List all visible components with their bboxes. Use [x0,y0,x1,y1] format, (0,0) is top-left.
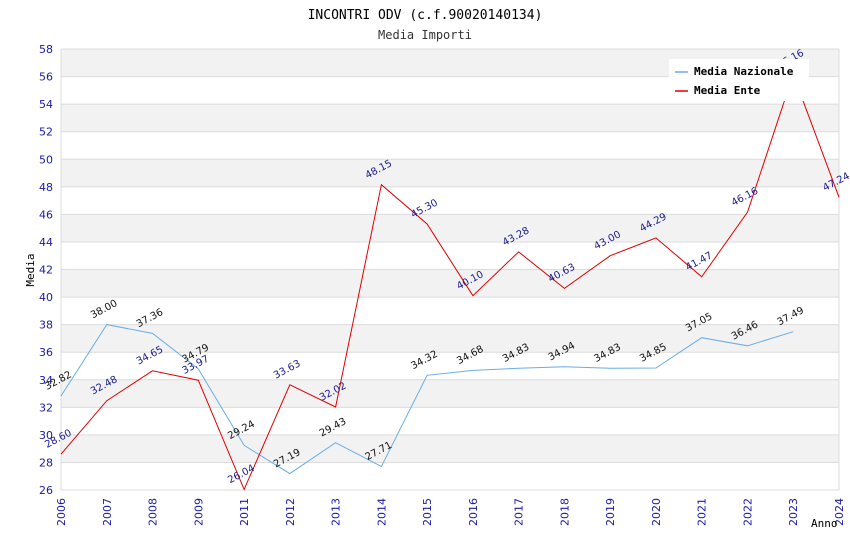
x-tick-label: 2020 [650,498,663,526]
x-axis-ticks: 2006 2007 2008 2009 2011 2012 2013 2014 2015 2016… [55,498,846,526]
y-tick-label: 28 [39,456,53,469]
x-tick-label: 2016 [467,498,480,526]
y-tick-label: 56 [39,71,53,84]
x-tick-label: 2024 [833,498,846,526]
x-tick-label: 2015 [421,498,434,526]
legend-box [669,59,809,101]
legend-label-media-ente: Media Ente [694,84,761,97]
x-tick-label: 2011 [238,498,251,526]
band-40 [61,269,839,298]
x-tick-label: 2009 [192,498,205,526]
y-tick-label: 38 [39,319,53,332]
x-tick-label: 2022 [741,498,754,526]
background-bands [61,49,839,463]
series-line-media-ente [60,72,840,491]
band-28 [61,434,839,463]
y-tick-label: 26 [39,484,53,497]
band-44 [61,214,839,242]
y-axis-ticks: 26 28 30 32 34 36 38 40 42 44 46 48 50 52 54 56 58 [39,43,53,497]
chart-subtitle: Media Importi [378,28,472,42]
y-tick-label: 32 [39,401,53,414]
band-52 [61,104,839,132]
x-tick-label: 2007 [101,498,114,526]
x-tick-label: 2013 [330,498,343,526]
x-axis-label: Anno [811,517,838,530]
y-tick-label: 30 [39,429,53,442]
x-tick-label: 2017 [513,498,526,526]
band-36 [61,324,839,353]
y-tick-label: 42 [39,264,53,277]
y-tick-label: 44 [39,236,53,249]
y-tick-label: 48 [39,181,53,194]
y-axis-label: Media [24,253,37,286]
y-tick-label: 54 [39,98,53,111]
series-line-media-nazionale [60,324,794,475]
x-tick-label: 2019 [604,498,617,526]
band-48 [61,159,839,187]
legend-label-media-nazionale: Media Nazionale [694,65,794,78]
legend: Media Nazionale Media Ente [669,59,809,101]
series-lines [60,72,840,491]
y-tick-label: 58 [39,43,53,56]
x-tick-label: 2006 [55,498,68,526]
y-tick-label: 34 [39,374,53,387]
x-tick-label: 2018 [558,498,571,526]
data-label: 33.63 [272,358,302,381]
chart-title: INCONTRI ODV (c.f.90020140134) [308,8,543,23]
x-tick-label: 2023 [787,498,800,526]
y-tick-label: 52 [39,126,53,139]
band-32 [61,379,839,408]
y-tick-label: 46 [39,208,53,221]
x-tick-label: 2021 [696,498,709,526]
y-tick-label: 40 [39,291,53,304]
y-tick-label: 36 [39,346,53,359]
gridlines [60,48,840,491]
x-tick-label: 2008 [147,498,160,526]
x-tick-label: 2014 [375,498,388,526]
x-tick-label: 2012 [284,498,297,526]
data-label: 46.16 [730,186,760,209]
y-tick-label: 50 [39,153,53,166]
data-label: 38.00 [89,298,119,321]
